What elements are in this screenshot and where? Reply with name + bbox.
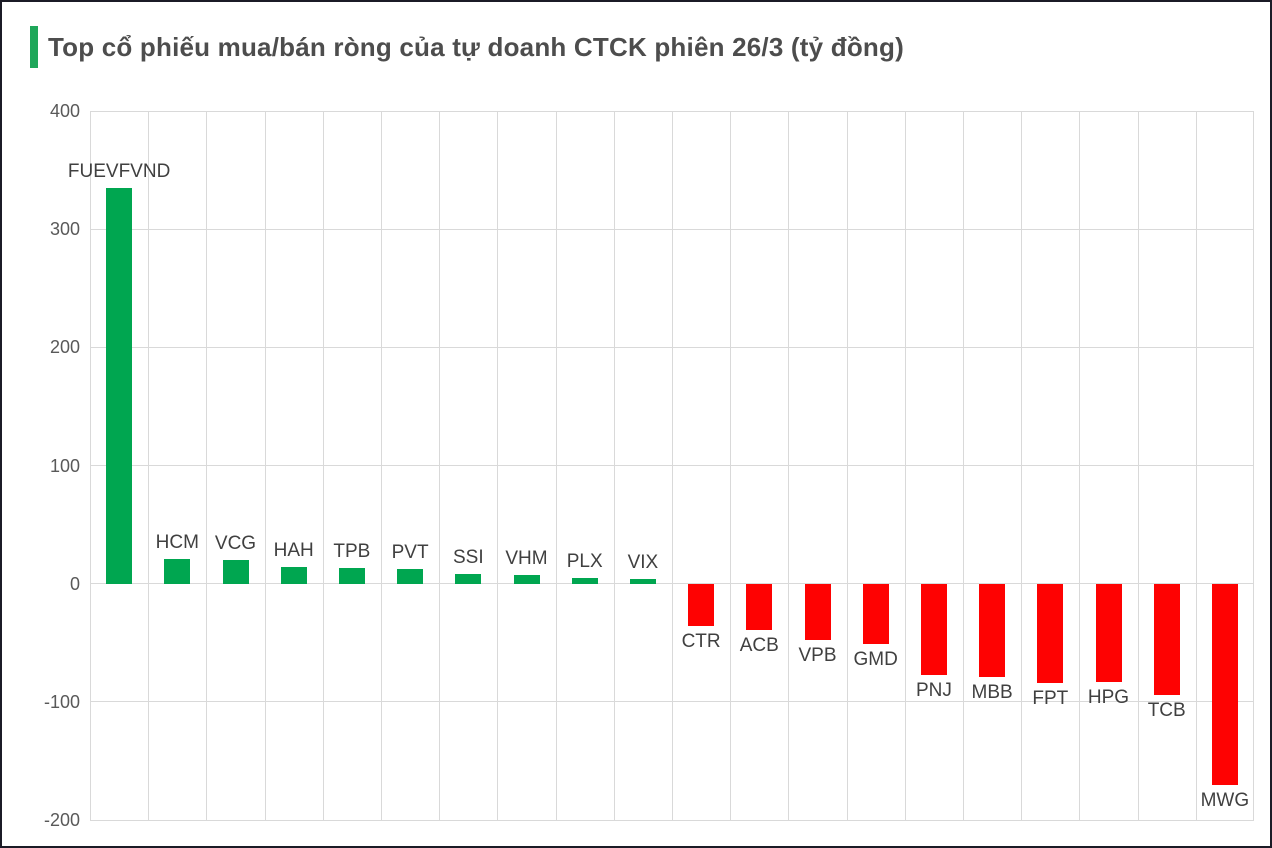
v-gridline	[90, 111, 91, 820]
bar-PLX	[571, 577, 598, 584]
v-gridline	[1195, 111, 1197, 820]
bar-VHM	[513, 575, 540, 584]
bar-label-TPB: TPB	[333, 541, 371, 563]
v-gridline	[148, 111, 150, 820]
bar-label-PLX: PLX	[566, 550, 603, 572]
bar-FUEVFVND	[106, 187, 133, 584]
bar-label-PVT: PVT	[391, 542, 429, 564]
v-gridline	[1079, 111, 1081, 820]
bar-MWG	[1211, 583, 1238, 785]
title-accent-bar	[30, 26, 38, 68]
bar-label-FPT: FPT	[1032, 687, 1069, 709]
bar-label-ACB: ACB	[739, 634, 779, 656]
bar-VIX	[629, 578, 656, 584]
v-gridline	[439, 111, 441, 820]
bar-SSI	[455, 574, 482, 584]
v-gridline	[1253, 111, 1254, 820]
page-title: Top cổ phiếu mua/bán ròng của tự doanh C…	[48, 31, 904, 62]
bar-VPB	[804, 583, 831, 641]
v-gridline	[788, 111, 790, 820]
bar-label-HCM: HCM	[155, 531, 199, 553]
bar-label-MWG: MWG	[1200, 789, 1250, 811]
bar-label-PNJ: PNJ	[915, 679, 952, 701]
bar-HCM	[164, 558, 191, 584]
bar-PNJ	[920, 583, 947, 675]
bar-label-CTR: CTR	[681, 631, 721, 653]
bar-label-GMD: GMD	[853, 648, 898, 670]
v-gridline	[555, 111, 557, 820]
v-gridline	[963, 111, 964, 820]
h-gridline	[90, 819, 1254, 821]
bar-PVT	[397, 569, 424, 584]
bar-label-MBB: MBB	[971, 682, 1013, 704]
v-gridline	[672, 111, 673, 820]
bar-VCG	[222, 560, 249, 584]
y-axis-tick-label: 0	[69, 573, 80, 594]
bar-label-VCG: VCG	[214, 533, 257, 555]
bar-label-VPB: VPB	[798, 645, 837, 667]
v-gridline	[1021, 111, 1023, 820]
bar-MBB	[979, 583, 1006, 677]
v-gridline	[904, 111, 906, 820]
v-gridline	[381, 111, 382, 820]
y-axis-tick-label: 100	[49, 455, 80, 476]
bar-label-SSI: SSI	[452, 547, 484, 569]
y-axis-tick-label: -100	[43, 691, 80, 712]
v-gridline	[264, 111, 266, 820]
v-gridline	[206, 111, 208, 820]
plot-area: FUEVFVND HCM VCG HAH TPB PVT SSI VHM PLX VIX CTR AC…	[68, 110, 1254, 821]
v-gridline	[846, 111, 848, 820]
bar-GMD	[862, 583, 889, 644]
y-axis-tick-label: 200	[49, 337, 80, 358]
v-gridline	[613, 111, 615, 820]
y-axis-tick-label: -200	[43, 810, 80, 830]
bar-label-FUEVFVND: FUEVFVND	[67, 160, 171, 182]
v-gridline	[1137, 111, 1139, 820]
bar-HPG	[1095, 583, 1122, 682]
chart-title-row: Top cổ phiếu mua/bán ròng của tự doanh C…	[30, 26, 904, 68]
y-axis-tick-label: 300	[49, 219, 80, 240]
bar-HAH	[280, 567, 307, 584]
bar-FPT	[1037, 583, 1064, 683]
v-gridline	[497, 111, 499, 820]
bar-CTR	[688, 583, 715, 627]
bar-TPB	[338, 568, 365, 584]
y-axis-tick-label: 400	[49, 101, 80, 121]
bar-label-TCB: TCB	[1147, 699, 1186, 721]
v-gridline	[730, 111, 732, 820]
bar-label-HPG: HPG	[1087, 686, 1130, 708]
bar-label-VIX: VIX	[627, 551, 659, 573]
bar-label-HAH: HAH	[273, 540, 314, 562]
v-gridline	[322, 111, 324, 820]
bar-ACB	[746, 583, 773, 630]
bar-TCB	[1153, 583, 1180, 695]
bar-label-VHM: VHM	[505, 548, 548, 570]
